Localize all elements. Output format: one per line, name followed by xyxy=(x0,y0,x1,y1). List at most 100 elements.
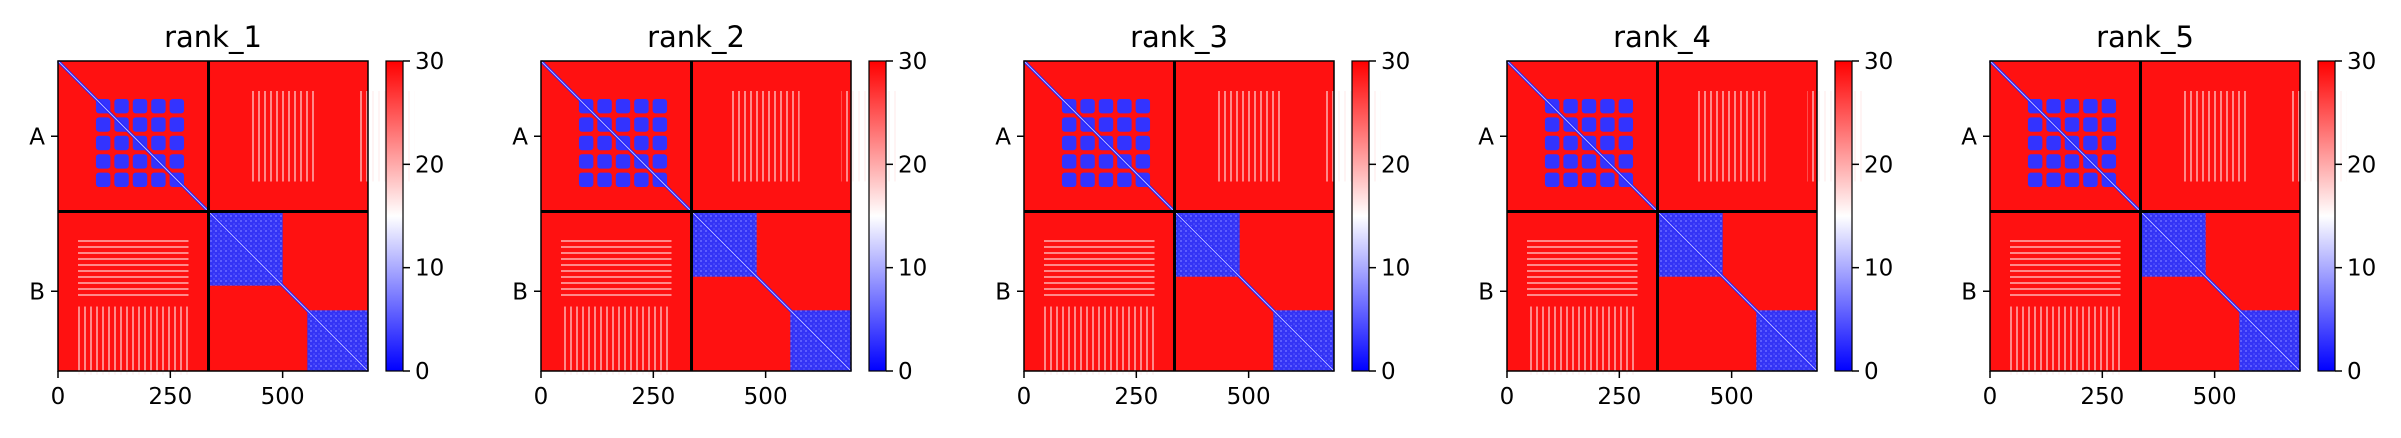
heatmap-block xyxy=(1098,172,1114,188)
heatmap-block xyxy=(1563,154,1578,169)
offdiag-texture xyxy=(1527,236,1638,299)
axes-frame xyxy=(1506,60,1818,372)
heatmap-block xyxy=(597,98,612,114)
offdiag-texture xyxy=(1214,91,1283,182)
heatmap-block xyxy=(1135,135,1151,151)
pae-panel-2: rank_2 0 250 500 A B 0 10 20 30 xyxy=(512,20,927,410)
chain-label: A xyxy=(512,124,528,150)
offdiag-texture xyxy=(561,306,672,375)
heatmap-block xyxy=(1544,135,1560,151)
heatmap-block xyxy=(578,172,594,188)
x-tick-label: 500 xyxy=(744,384,788,410)
heatmap-block xyxy=(95,172,111,188)
colorbar-tick-label: 0 xyxy=(898,359,913,385)
heatmap-block xyxy=(1544,117,1560,132)
heatmap-block xyxy=(1563,135,1578,151)
heatmap-block xyxy=(1581,172,1597,188)
chain-label: A xyxy=(29,124,45,150)
offdiag-texture xyxy=(2010,306,2121,375)
heatmap-block xyxy=(1117,117,1132,132)
colorbar-tick-label: 10 xyxy=(2347,256,2376,282)
heatmap-block xyxy=(652,98,668,114)
heatmap-block xyxy=(597,172,612,188)
heatmap-block xyxy=(2027,135,2043,151)
heatmap-block xyxy=(1080,98,1095,114)
panel-title: rank_1 xyxy=(164,20,262,54)
heatmap-block xyxy=(1581,154,1597,169)
heatmap-block xyxy=(151,172,166,188)
colorbar xyxy=(1834,60,1853,372)
heatmap-block xyxy=(634,117,649,132)
heatmap-block xyxy=(2083,117,2098,132)
heatmap-block xyxy=(1544,172,1560,188)
colorbar-tick-label: 10 xyxy=(415,256,444,282)
colorbar-tick-label: 0 xyxy=(2347,359,2362,385)
offdiag-texture xyxy=(2010,236,2121,299)
chain-label: B xyxy=(995,279,1011,305)
heatmap-block xyxy=(2083,172,2098,188)
colorbar-tick-label: 20 xyxy=(2347,152,2376,178)
diagonal-highlight xyxy=(1989,60,2301,372)
chain-label: A xyxy=(995,124,1011,150)
heatmap-block xyxy=(2046,154,2061,169)
heatmap-block xyxy=(169,117,185,132)
heatmap-block xyxy=(151,117,166,132)
heatmap-block xyxy=(132,117,148,132)
heatmap-block xyxy=(1061,172,1077,188)
heatmap-block xyxy=(132,154,148,169)
heatmap-block xyxy=(151,135,166,151)
offdiag-texture xyxy=(1697,91,1766,182)
chain-label: A xyxy=(1961,124,1977,150)
x-tick-label: 500 xyxy=(2193,384,2237,410)
heatmap-block xyxy=(2027,172,2043,188)
x-tick-label: 0 xyxy=(534,384,549,410)
colorbar-tick-label: 0 xyxy=(415,359,430,385)
heatmap-block xyxy=(1618,135,1634,151)
colorbar-tick-label: 20 xyxy=(898,152,927,178)
heatmap-block xyxy=(95,117,111,132)
heatmap-block xyxy=(615,98,631,114)
heatmap-block xyxy=(2083,135,2098,151)
heatmap-block xyxy=(2027,117,2043,132)
heatmap-block xyxy=(634,98,649,114)
panel-title: rank_2 xyxy=(647,20,745,54)
colorbar xyxy=(1351,60,1370,372)
heatmap-block xyxy=(578,117,594,132)
colorbar xyxy=(385,60,404,372)
offdiag-texture xyxy=(1044,236,1155,299)
colorbar-tick-label: 30 xyxy=(415,49,444,75)
heatmap-block xyxy=(2046,98,2061,114)
colorbar-tick-label: 20 xyxy=(1864,152,1893,178)
x-tick-label: 250 xyxy=(148,384,192,410)
heatmap-block xyxy=(2027,154,2043,169)
pae-panel-1: rank_1 0 250 500 A B 0 10 20 30 xyxy=(29,20,444,410)
heatmap-block xyxy=(1080,172,1095,188)
heatmap-block xyxy=(132,98,148,114)
heatmap-block xyxy=(652,154,668,169)
heatmap-block xyxy=(652,117,668,132)
offdiag-texture xyxy=(561,236,672,299)
panel-title: rank_5 xyxy=(2096,20,2194,54)
colorbar-tick-label: 10 xyxy=(898,256,927,282)
heatmap-block xyxy=(2064,98,2080,114)
heatmap-block xyxy=(1117,98,1132,114)
heatmap-block xyxy=(597,135,612,151)
colorbar-tick-label: 10 xyxy=(1381,256,1410,282)
heatmap-block xyxy=(1117,172,1132,188)
offdiag-texture xyxy=(248,91,317,182)
chain-label: B xyxy=(29,279,45,305)
pae-panel-5: rank_5 0 250 500 A B 0 10 20 30 xyxy=(1961,20,2376,410)
offdiag-texture xyxy=(2180,91,2249,182)
heatmap-block xyxy=(615,172,631,188)
heatmap-block xyxy=(2101,135,2117,151)
heatmap-block xyxy=(1600,98,1615,114)
heatmap-block xyxy=(132,172,148,188)
heatmap-block xyxy=(615,117,631,132)
heatmap-block xyxy=(578,154,594,169)
x-tick-label: 500 xyxy=(261,384,305,410)
heatmap-block xyxy=(114,135,129,151)
heatmap-block xyxy=(1563,98,1578,114)
heatmap-block xyxy=(1563,172,1578,188)
heatmap-block xyxy=(2064,117,2080,132)
